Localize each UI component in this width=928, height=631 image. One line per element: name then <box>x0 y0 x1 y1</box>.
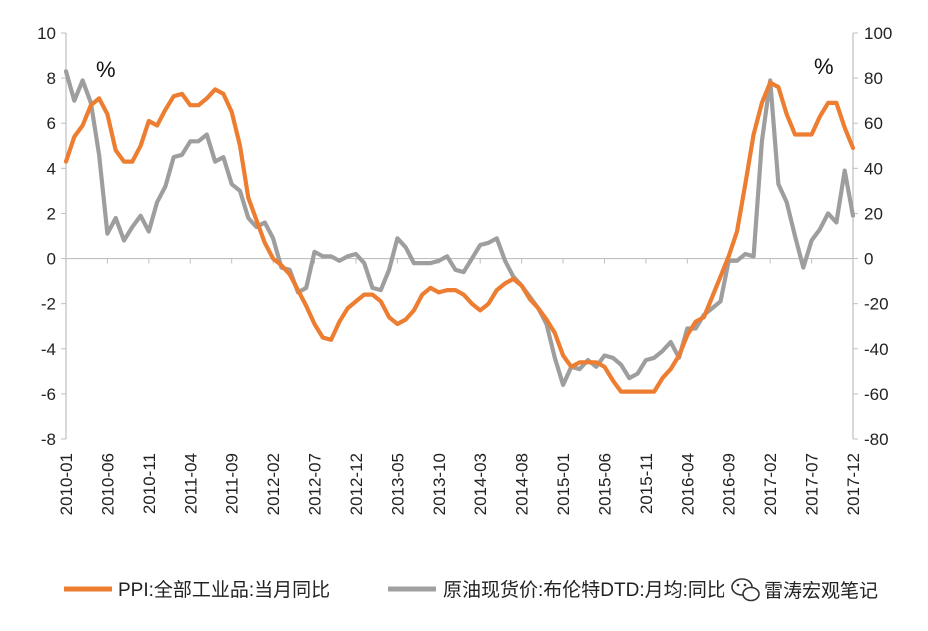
series-layer <box>63 69 856 394</box>
x-tick-label: 2010-01 <box>57 453 76 515</box>
x-tick-label: 2011-04 <box>181 453 200 514</box>
x-tick-label: 2011-09 <box>223 453 242 514</box>
x-tick-label: 2012-07 <box>306 453 325 515</box>
left-tick-label: 2 <box>47 204 56 223</box>
legend: PPI:全部工业品:当月同比 原油现货价:布伦特DTD:月均:同比 <box>64 579 726 601</box>
x-tick-label: 2017-12 <box>844 453 863 515</box>
x-tick-label: 2012-02 <box>264 453 283 515</box>
x-tick-label: 2015-11 <box>637 453 656 514</box>
left-tick-label: -6 <box>41 385 56 404</box>
legend-label-ppi: PPI:全部工业品:当月同比 <box>118 579 330 601</box>
left-tick-label: -2 <box>41 295 56 314</box>
legend-label-oil: 原油现货价:布伦特DTD:月均:同比 <box>443 579 726 601</box>
x-tick-label: 2012-12 <box>347 453 366 515</box>
right-tick-label: -40 <box>864 340 889 359</box>
right-tick-label: -60 <box>864 385 889 404</box>
right-tick-label: 40 <box>864 159 883 178</box>
left-tick-label: 6 <box>47 114 56 133</box>
watermark-text: 雷涛宏观笔记 <box>764 580 878 602</box>
x-tick-label: 2017-07 <box>803 453 822 515</box>
right-tick-label: -20 <box>864 295 889 314</box>
watermark: 雷涛宏观笔记 <box>724 572 914 608</box>
x-tick-label: 2016-04 <box>678 453 697 515</box>
right-tick-label: 20 <box>864 204 883 223</box>
x-tick-label: 2013-05 <box>388 453 407 515</box>
left-tick-label: 10 <box>37 24 56 43</box>
right-tick-label: 60 <box>864 114 883 133</box>
x-tick-label: 2014-03 <box>471 453 490 515</box>
wechat-bubble-icon <box>731 578 760 602</box>
right-unit-label: % <box>814 54 834 79</box>
x-tick-label: 2010-06 <box>98 453 117 515</box>
x-tick-label: 2014-08 <box>513 453 532 515</box>
left-tick-label: 8 <box>47 69 56 88</box>
x-tick-label: 2017-02 <box>761 453 780 515</box>
x-tick-label: 2015-01 <box>554 453 573 515</box>
x-tick-label: 2015-06 <box>595 453 614 515</box>
right-tick-label: 100 <box>864 24 892 43</box>
right-tick-label: 80 <box>864 69 883 88</box>
left-tick-label: 0 <box>47 250 56 269</box>
left-tick-label: -4 <box>41 340 56 359</box>
x-tick-label: 2013-10 <box>430 453 449 515</box>
left-tick-label: 4 <box>47 159 56 178</box>
right-tick-label: 0 <box>864 250 873 269</box>
left-tick-label: -8 <box>41 430 56 449</box>
left-unit-label: % <box>96 57 116 82</box>
x-tick-label: 2016-09 <box>720 453 739 515</box>
right-tick-label: -80 <box>864 430 889 449</box>
x-tick-label: 2010-11 <box>140 453 159 514</box>
series-line-ppi <box>63 80 856 394</box>
axes: 1086420-2-4-6-8100806040200-20-40-60-802… <box>37 24 892 515</box>
series-line-oil <box>63 69 856 387</box>
